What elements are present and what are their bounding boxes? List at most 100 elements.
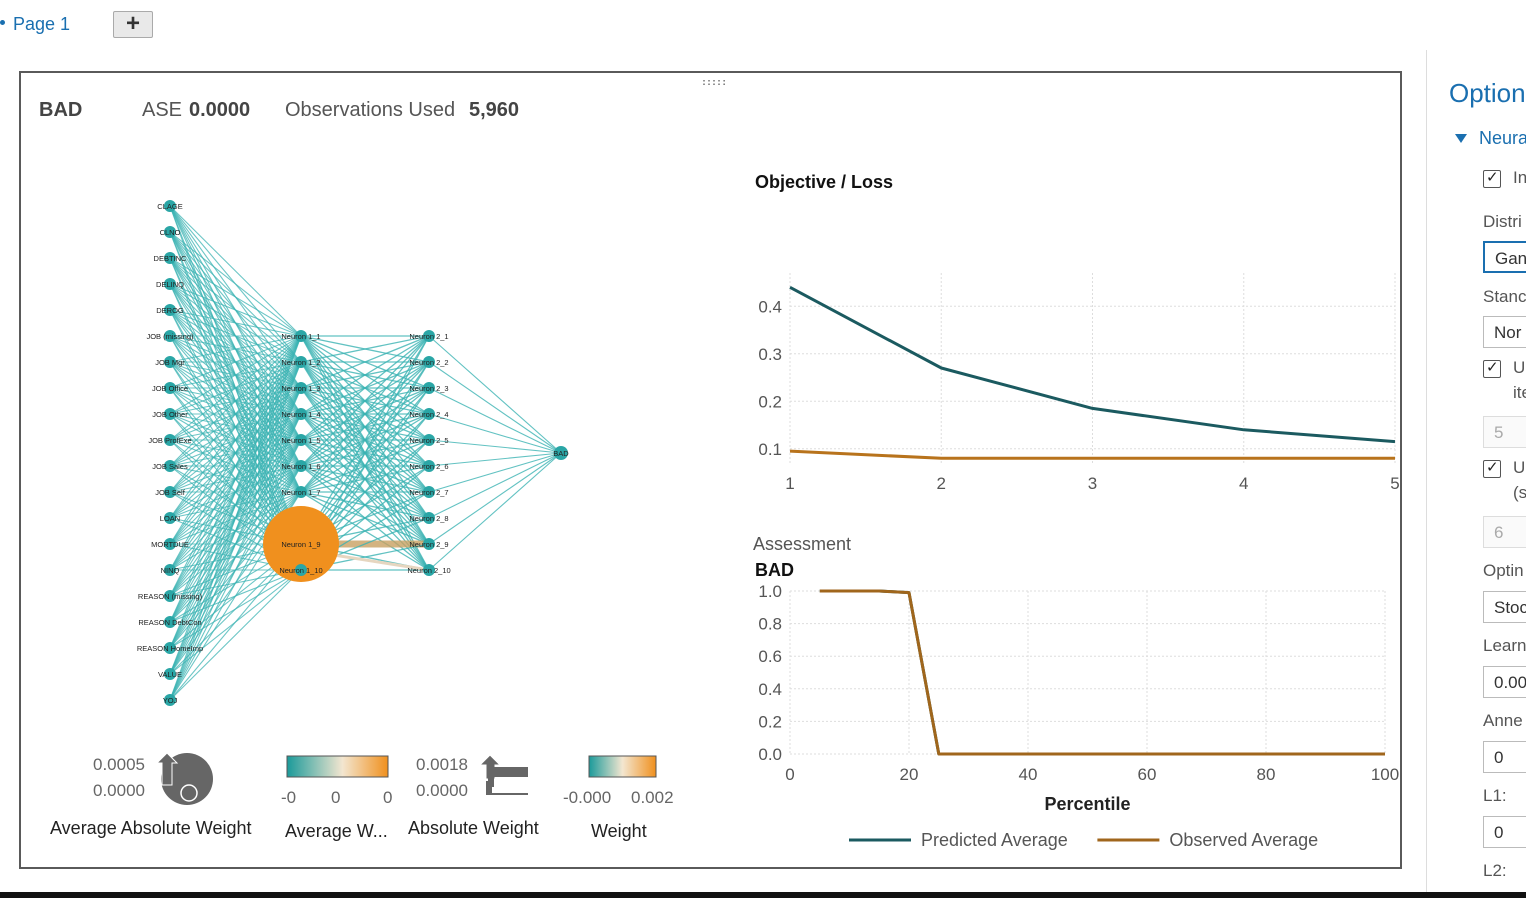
network-node bbox=[164, 356, 176, 368]
network-node bbox=[164, 408, 176, 420]
edge bbox=[169, 335, 302, 623]
edge bbox=[300, 335, 430, 389]
objective-loss-chart: Objective / Loss0.10.20.30.412345Progres… bbox=[755, 172, 1400, 493]
annealing-input[interactable]: 0 bbox=[1483, 741, 1526, 773]
legend-abs-weight: 0.0018 0.0000 Absolute Weight bbox=[406, 743, 556, 853]
edge bbox=[428, 387, 562, 454]
learning-rate-input[interactable]: 0.00 bbox=[1483, 666, 1526, 698]
network-node bbox=[164, 590, 176, 602]
observations-value: 5,960 bbox=[469, 99, 520, 121]
legend-max-value: 0.0005 bbox=[93, 755, 145, 774]
edge bbox=[428, 452, 562, 493]
node-label: REASON (missing) bbox=[138, 592, 203, 601]
series-line bbox=[819, 589, 1385, 756]
node-label: Neuron 1_6 bbox=[281, 462, 320, 471]
standardization-select[interactable]: Nor bbox=[1483, 316, 1526, 348]
legend-avg-abs-weight: 0.0005 0.0000 Average Absolute Weight bbox=[21, 743, 281, 853]
assessment-chart: Assessment BAD 0.0 0.2 0.4 0.6 0.8 1.0 0 20 40 60 80… bbox=[753, 534, 1399, 850]
edge bbox=[300, 335, 430, 363]
drag-handle-icon[interactable]: ::::: bbox=[701, 77, 727, 88]
edge bbox=[300, 361, 430, 493]
plus-icon: + bbox=[125, 10, 140, 37]
node-label: JOB Mgr bbox=[155, 358, 185, 367]
check-icon: ✓ bbox=[1486, 169, 1499, 186]
optimization-select[interactable]: Stoc bbox=[1483, 591, 1526, 623]
add-page-button[interactable]: + bbox=[113, 10, 153, 38]
chart-subtitle: BAD bbox=[755, 560, 794, 580]
l1-label: L1: bbox=[1483, 786, 1507, 805]
node-label: Neuron 2_2 bbox=[409, 358, 448, 367]
node-label: Neuron 2_5 bbox=[409, 436, 448, 445]
checkbox-2-label: U bbox=[1513, 358, 1526, 377]
legend-tick: -0.000 bbox=[563, 788, 612, 807]
network-node bbox=[164, 564, 176, 576]
node-label: REASON HomeImp bbox=[137, 644, 203, 653]
edge bbox=[169, 335, 302, 571]
x-tick-label: 4 bbox=[1239, 474, 1248, 493]
edge bbox=[169, 257, 302, 337]
edge bbox=[169, 231, 302, 337]
node-label: JOB Self bbox=[155, 488, 186, 497]
l1-value: 0 bbox=[1494, 823, 1504, 842]
network-diagram[interactable]: CLAGE CLNO DEBTINC DELINQ DEROG JOB (missing)… bbox=[21, 73, 721, 733]
edge bbox=[169, 413, 302, 701]
ase-label: ASE bbox=[142, 99, 183, 121]
x-axis-label: Percentile bbox=[1044, 794, 1130, 814]
edge bbox=[300, 335, 430, 467]
node-label: Neuron 1_5 bbox=[281, 436, 320, 445]
gradient-bar bbox=[588, 755, 657, 778]
network-edges bbox=[169, 205, 562, 701]
checkbox-3[interactable]: ✓ bbox=[1483, 459, 1501, 478]
l1-input[interactable]: 0 bbox=[1483, 816, 1526, 848]
legend-min-value: 0.0000 bbox=[93, 781, 145, 800]
checkbox-1-label: In bbox=[1513, 168, 1526, 187]
network-node bbox=[295, 434, 307, 446]
node-label: Neuron 2_6 bbox=[409, 462, 448, 471]
l2-label: L2: bbox=[1483, 861, 1507, 880]
legend-tick: 0 bbox=[331, 788, 341, 807]
node-label: DEROG bbox=[156, 306, 184, 315]
network-node bbox=[423, 512, 435, 524]
edge bbox=[428, 335, 562, 454]
network-node bbox=[295, 382, 307, 394]
x-tick-label: 80 bbox=[1257, 765, 1276, 784]
y-tick-label: 0.2 bbox=[758, 392, 782, 411]
tab-page-1[interactable]: Page 1 bbox=[13, 14, 71, 34]
six-input: 6 bbox=[1483, 516, 1526, 548]
caret-down-icon[interactable] bbox=[1455, 134, 1467, 143]
legend-title: Average Absolute Weight bbox=[50, 818, 252, 838]
x-tick-label: 40 bbox=[1019, 765, 1038, 784]
edge bbox=[169, 335, 302, 363]
edge bbox=[300, 335, 430, 493]
edge bbox=[428, 439, 562, 454]
edge bbox=[169, 335, 302, 701]
node-label: Neuron 2_8 bbox=[409, 514, 448, 523]
series-line bbox=[789, 449, 1395, 460]
edge bbox=[428, 452, 562, 571]
annealing-value: 0 bbox=[1494, 748, 1504, 767]
node-label: Neuron 2_10 bbox=[407, 566, 450, 575]
node-label: CLNO bbox=[160, 228, 181, 237]
edge bbox=[169, 335, 302, 493]
checkbox-3-label: U bbox=[1513, 458, 1526, 477]
legend-title: Absolute Weight bbox=[408, 818, 539, 838]
y-tick-label: 0.4 bbox=[758, 680, 782, 699]
edge bbox=[300, 335, 430, 441]
edge bbox=[169, 439, 302, 701]
network-node bbox=[423, 434, 435, 446]
distribution-select[interactable]: Gan bbox=[1483, 241, 1526, 273]
node-label: JOB (missing) bbox=[146, 332, 194, 341]
neural-section-header[interactable]: Neura bbox=[1479, 128, 1526, 148]
legend-label: Predicted Average bbox=[921, 830, 1068, 850]
checkbox-1[interactable]: ✓ bbox=[1483, 169, 1501, 188]
legend-tick: 0 bbox=[383, 788, 393, 807]
edge bbox=[169, 569, 302, 701]
node-label: JOB Other bbox=[152, 410, 188, 419]
network-node bbox=[295, 356, 307, 368]
checkbox-2[interactable]: ✓ bbox=[1483, 359, 1501, 378]
tab-bullet-icon bbox=[0, 20, 5, 25]
network-node bbox=[164, 460, 176, 472]
gradient-bar bbox=[286, 755, 389, 778]
network-node bbox=[164, 252, 176, 264]
node-label: Neuron 1_3 bbox=[281, 384, 320, 393]
